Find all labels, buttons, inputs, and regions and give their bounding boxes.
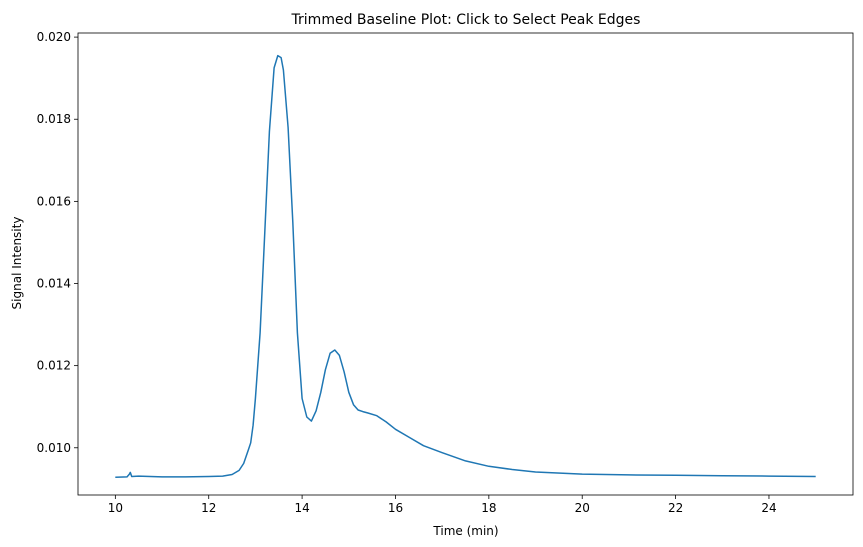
y-tick-label: 0.014 xyxy=(37,277,71,291)
y-axis-label: Signal Intensity xyxy=(10,217,24,310)
y-tick-label: 0.010 xyxy=(37,441,71,455)
x-tick-label: 18 xyxy=(481,501,496,515)
x-tick-label: 24 xyxy=(761,501,776,515)
x-axis-label: Time (min) xyxy=(432,524,498,538)
plot-frame xyxy=(77,32,854,496)
x-tick-label: 20 xyxy=(575,501,590,515)
y-axis-ticks: 0.010 0.012 0.014 0.016 0.018 0.020 xyxy=(37,30,78,455)
y-tick-label: 0.020 xyxy=(37,30,71,44)
x-tick-label: 16 xyxy=(388,501,403,515)
x-tick-label: 22 xyxy=(668,501,683,515)
x-axis-ticks: 10 12 14 16 18 20 22 24 xyxy=(108,495,777,515)
x-tick-label: 14 xyxy=(294,501,309,515)
plot-area[interactable] xyxy=(77,32,854,496)
y-tick-label: 0.016 xyxy=(37,194,71,208)
chart-title: Trimmed Baseline Plot: Click to Select P… xyxy=(291,12,641,28)
x-tick-label: 12 xyxy=(201,501,216,515)
y-tick-label: 0.018 xyxy=(37,112,71,126)
series-line-1 xyxy=(115,54,816,479)
y-tick-label: 0.012 xyxy=(37,359,71,373)
x-tick-label: 10 xyxy=(108,501,123,515)
